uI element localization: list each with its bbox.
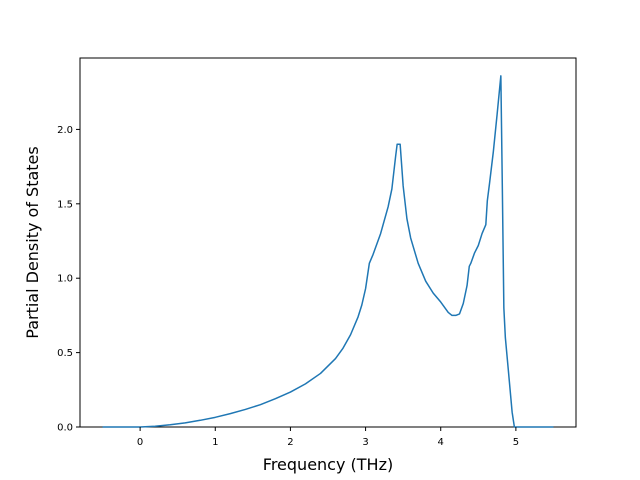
plot-frame	[79, 57, 577, 428]
y-tick-label: 0.0	[57, 423, 73, 434]
x-tick-label: 0	[137, 437, 143, 448]
x-tick-label: 2	[287, 437, 293, 448]
y-tick-label: 1.0	[57, 274, 73, 285]
x-axis-ticks: 0 1 2 3 4 5	[137, 427, 519, 448]
x-tick-label: 4	[438, 437, 444, 448]
x-axis-label: Frequency (THz)	[263, 455, 393, 474]
x-tick-label: 5	[513, 437, 519, 448]
y-tick-label: 0.5	[57, 348, 73, 359]
x-tick-label: 3	[362, 437, 368, 448]
y-tick-label: 2.0	[57, 125, 73, 136]
series-layer	[102, 75, 554, 428]
y-tick-label: 1.5	[57, 199, 73, 210]
x-tick-label: 1	[212, 437, 218, 448]
y-axis-label: Partial Density of States	[23, 146, 42, 338]
series-line-0	[102, 75, 554, 428]
y-axis-ticks: 0.0 0.5 1.0 1.5 2.0	[57, 125, 80, 434]
